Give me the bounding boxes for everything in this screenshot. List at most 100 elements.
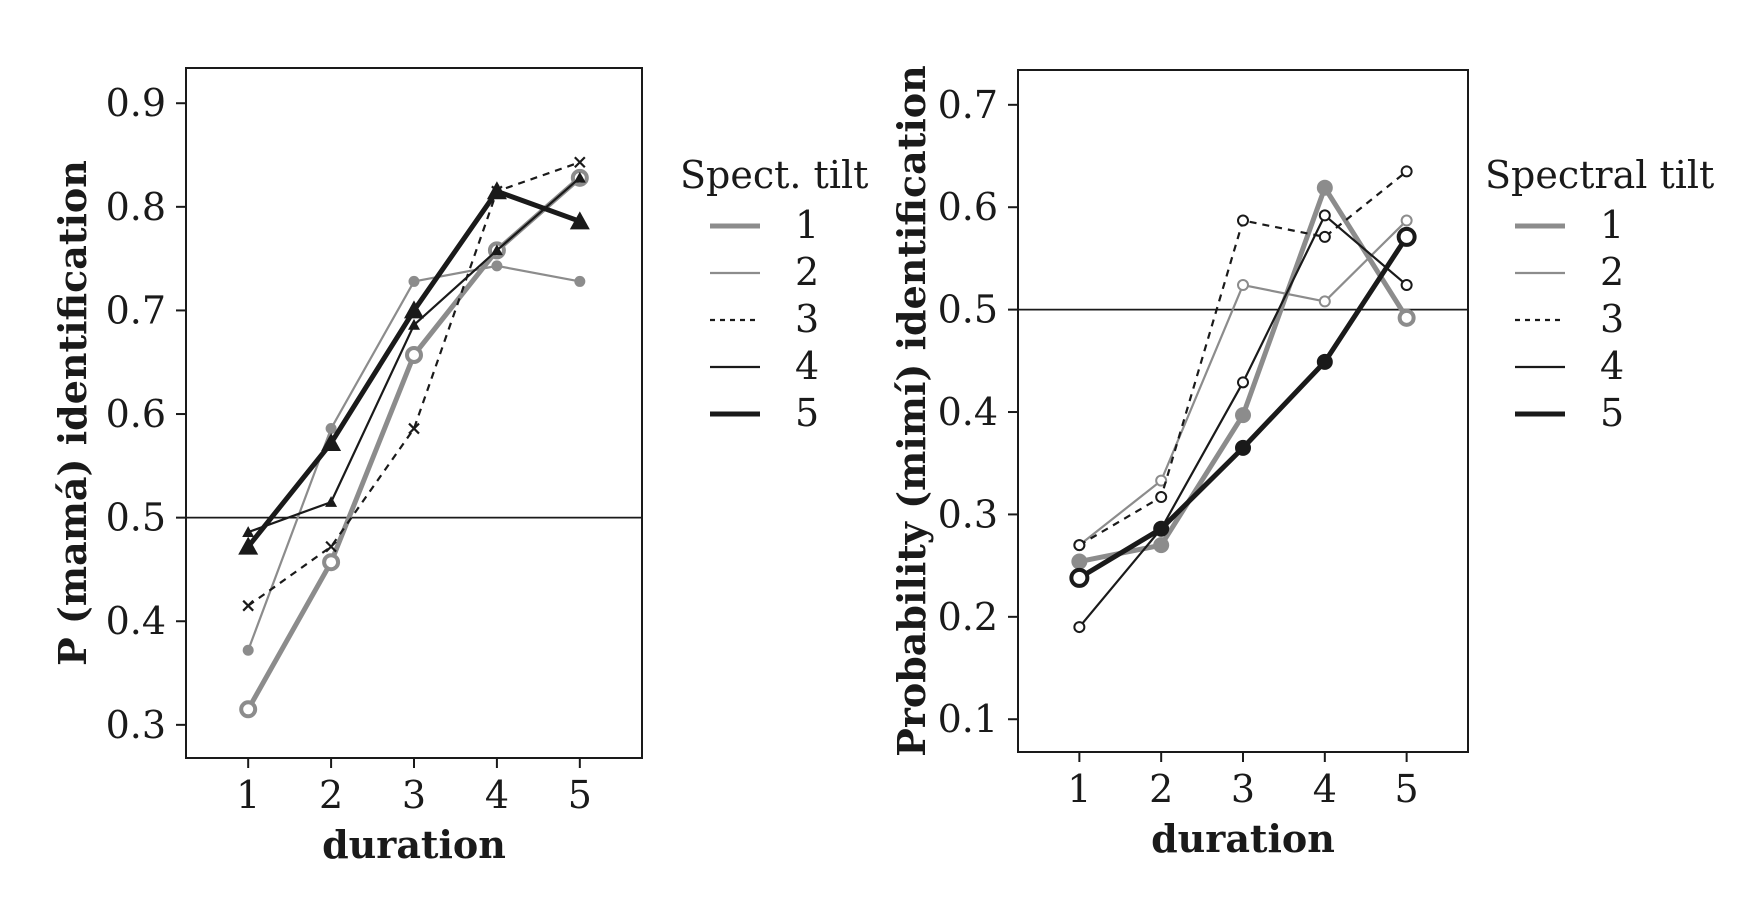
y-tick-label: 0.5 <box>106 496 166 540</box>
x-tick-label: 3 <box>402 773 426 817</box>
series-line-3 <box>1078 170 1408 547</box>
legend-label: 4 <box>1600 344 1624 388</box>
series-2 <box>242 260 586 656</box>
data-point <box>1237 214 1249 227</box>
data-point <box>1153 520 1170 537</box>
data-point <box>1318 295 1331 308</box>
data-point <box>1400 279 1413 292</box>
data-point <box>408 318 420 330</box>
data-point <box>491 260 503 272</box>
data-point <box>242 526 255 537</box>
legend-item-4: 4 <box>1515 344 1624 388</box>
legend-label: 5 <box>795 391 819 435</box>
data-point <box>239 700 258 719</box>
x-tick-label: 1 <box>1067 767 1091 811</box>
data-point <box>242 644 254 656</box>
x-tick-label: 4 <box>485 773 509 817</box>
data-point <box>322 553 341 572</box>
y-tick-label: 0.4 <box>106 599 166 643</box>
data-point <box>1316 179 1333 196</box>
y-tick-label: 0.2 <box>938 595 998 639</box>
legend-item-2: 2 <box>1515 250 1624 294</box>
data-point <box>1153 537 1170 554</box>
legend-item-3: 3 <box>710 297 819 341</box>
x-tick-label: 3 <box>1231 767 1255 811</box>
data-point <box>1073 621 1086 634</box>
legend-label: 3 <box>1600 297 1624 341</box>
y-tick-label: 0.9 <box>106 81 166 125</box>
y-tick-label: 0.8 <box>106 185 166 229</box>
data-point <box>321 433 342 452</box>
data-point <box>1397 308 1416 327</box>
data-point <box>325 496 338 507</box>
legend-item-4: 4 <box>710 344 819 388</box>
data-point <box>1237 279 1249 292</box>
x-tick-label: 2 <box>1149 767 1173 811</box>
data-point <box>1235 407 1251 424</box>
data-point <box>569 211 590 230</box>
data-point <box>325 540 337 553</box>
data-point <box>1155 474 1168 487</box>
data-point <box>574 275 586 287</box>
series-5 <box>238 181 590 555</box>
x-tick-label: 1 <box>236 773 260 817</box>
legend-label: 4 <box>795 344 819 388</box>
series-line-3 <box>247 161 581 607</box>
x-axis-title: duration <box>322 822 506 867</box>
data-point <box>1237 376 1249 389</box>
data-point <box>1071 553 1088 570</box>
y-tick-label: 0.1 <box>938 697 998 741</box>
data-point <box>1400 214 1413 227</box>
legend-item-1: 1 <box>1515 203 1624 247</box>
series-1 <box>1071 179 1416 570</box>
legend-title: Spectral tilt <box>1485 153 1714 197</box>
data-point <box>574 156 586 169</box>
y-axis-title: P (mamá) identification <box>50 160 95 666</box>
x-axis-title: duration <box>1151 816 1335 861</box>
legend-item-2: 2 <box>710 250 819 294</box>
data-point <box>490 244 503 256</box>
series-4 <box>242 171 586 537</box>
data-point <box>325 423 337 435</box>
data-point <box>408 275 420 287</box>
y-tick-label: 0.3 <box>938 492 998 536</box>
legend-label: 5 <box>1600 391 1624 435</box>
data-point <box>1396 226 1417 247</box>
legend-label: 1 <box>795 203 819 247</box>
legend-label: 2 <box>795 250 819 294</box>
y-tick-label: 0.6 <box>106 392 166 436</box>
legend-title: Spect. tilt <box>680 153 868 197</box>
legend-item-3: 3 <box>1515 297 1624 341</box>
data-point <box>1318 209 1331 222</box>
data-point <box>1400 165 1413 178</box>
x-tick-label: 5 <box>1395 767 1419 811</box>
data-point <box>1069 567 1090 588</box>
series-3 <box>242 156 586 612</box>
x-tick-label: 5 <box>568 773 592 817</box>
y-tick-label: 0.5 <box>938 288 998 332</box>
legend-item-5: 5 <box>1515 391 1624 435</box>
data-point <box>1318 230 1331 243</box>
y-tick-label: 0.4 <box>938 390 998 434</box>
series-line-1 <box>246 175 582 711</box>
data-point <box>238 536 259 555</box>
data-point <box>405 345 423 364</box>
x-tick-label: 2 <box>319 773 343 817</box>
data-point <box>573 171 586 183</box>
y-tick-label: 0.7 <box>938 83 998 127</box>
data-point <box>408 422 420 435</box>
data-point <box>1316 353 1333 370</box>
x-tick-label: 4 <box>1313 767 1337 811</box>
y-axis-title: Probability (mimí) identification <box>889 65 934 757</box>
data-point <box>1235 439 1251 456</box>
legend-label: 1 <box>1600 203 1624 247</box>
y-tick-label: 0.6 <box>938 185 998 229</box>
data-point <box>1155 491 1168 504</box>
legend-item-1: 1 <box>710 203 819 247</box>
series-line-5 <box>246 188 581 549</box>
series-1 <box>239 168 589 719</box>
